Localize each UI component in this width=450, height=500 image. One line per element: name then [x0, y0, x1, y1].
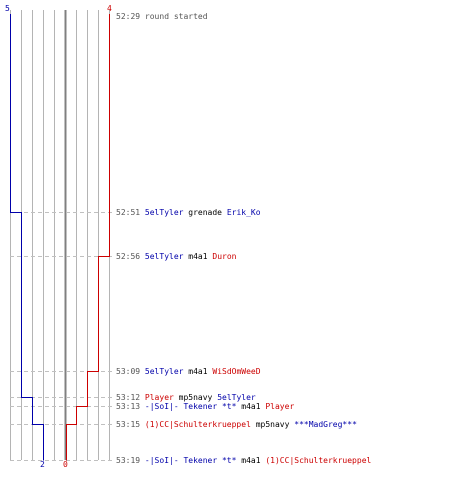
- killer-name[interactable]: Player: [144, 393, 174, 402]
- kill-entry: 53:19 -|SoI|- Tekener *t* m4a1 (1)CC|Sch…: [116, 456, 371, 465]
- weapon-name: m4a1: [241, 402, 261, 411]
- weapon-name: mp5navy: [255, 420, 290, 429]
- weapon-name: m4a1: [188, 252, 208, 261]
- red-top-count: 4: [107, 4, 112, 13]
- event-time: 53:15: [116, 420, 141, 429]
- victim-name[interactable]: Erik_Ko: [226, 208, 261, 217]
- red-bottom-count: 0: [63, 460, 68, 469]
- killer-name[interactable]: -|SoI|- Tekener *t*: [144, 456, 237, 465]
- victim-name[interactable]: Player: [265, 402, 295, 411]
- event-dashed-lines: [10, 212, 112, 461]
- kill-entry: 53:09 5elTyler m4a1 WiSdOmWeeD: [116, 367, 261, 376]
- event-time: 53:12: [116, 393, 141, 402]
- event-time: 53:19: [116, 456, 141, 465]
- kill-entry: 53:15 (1)CC|Schulterkrueppel mp5navy ***…: [116, 420, 357, 429]
- event-text: round started: [144, 12, 208, 21]
- killer-name[interactable]: 5elTyler: [144, 252, 184, 261]
- killer-name[interactable]: 5elTyler: [144, 367, 184, 376]
- event-time: 53:09: [116, 367, 141, 376]
- weapon-name: grenade: [188, 208, 222, 217]
- red-team-alive-line: [66, 14, 110, 461]
- event-time: 52:51: [116, 208, 141, 217]
- weapon-name: mp5navy: [178, 393, 213, 402]
- kill-entry: 53:13 -|SoI|- Tekener *t* m4a1 Player: [116, 402, 294, 411]
- victim-name[interactable]: ***MadGreg***: [294, 420, 357, 429]
- weapon-name: m4a1: [188, 367, 208, 376]
- blue-bottom-count: 2: [40, 460, 45, 469]
- kill-entry: 53:12 Player mp5navy 5elTyler: [116, 393, 256, 402]
- event-time: 52:56: [116, 252, 141, 261]
- event-time: 53:13: [116, 402, 141, 411]
- killer-name[interactable]: (1)CC|Schulterkrueppel: [144, 420, 251, 429]
- killer-name[interactable]: 5elTyler: [144, 208, 184, 217]
- blue-team-alive-line: [10, 14, 44, 461]
- killer-name[interactable]: -|SoI|- Tekener *t*: [144, 402, 237, 411]
- event-entry: 52:29 round started: [116, 12, 208, 21]
- kill-entry: 52:56 5elTyler m4a1 Duron: [116, 252, 236, 261]
- kill-entry: 52:51 5elTyler grenade Erik_Ko: [116, 208, 261, 217]
- weapon-name: m4a1: [241, 456, 261, 465]
- victim-name[interactable]: WiSdOmWeeD: [212, 367, 261, 376]
- blue-top-count: 5: [5, 4, 10, 13]
- vertical-grid: [10, 10, 110, 460]
- victim-name[interactable]: Duron: [212, 252, 237, 261]
- victim-name[interactable]: (1)CC|Schulterkrueppel: [265, 456, 372, 465]
- victim-name[interactable]: 5elTyler: [217, 393, 256, 402]
- event-time: 52:29: [116, 12, 141, 21]
